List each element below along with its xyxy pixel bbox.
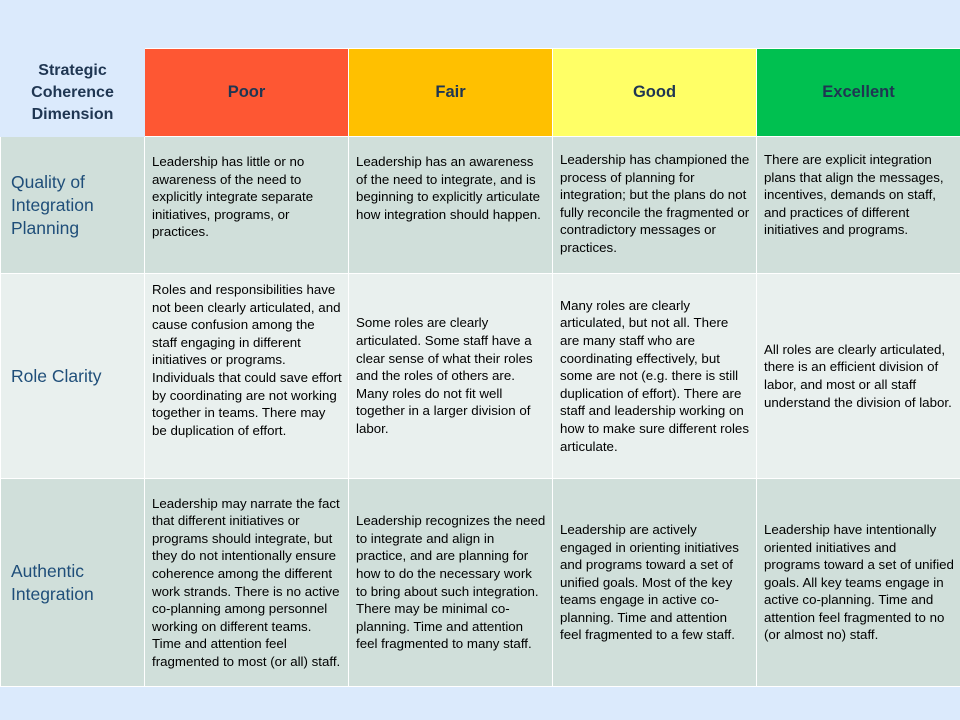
header-excellent: Excellent <box>756 48 960 137</box>
row-label: Quality of Integration Planning <box>0 136 145 274</box>
row-label: Role Clarity <box>0 273 145 479</box>
header-poor: Poor <box>144 48 349 137</box>
row-role-clarity: Role Clarity Roles and responsibilities … <box>0 273 960 479</box>
row-quality-of-integration-planning: Quality of Integration Planning Leadersh… <box>0 136 960 274</box>
cell-excellent: There are explicit integration plans tha… <box>756 136 960 274</box>
cell-fair: Leadership has an awareness of the need … <box>348 136 553 274</box>
cell-good: Many roles are clearly articulated, but … <box>552 273 757 479</box>
cell-good: Leadership are actively engaged in orien… <box>552 478 757 687</box>
cell-good: Leadership has championed the process of… <box>552 136 757 274</box>
cell-fair: Some roles are clearly articulated. Some… <box>348 273 553 479</box>
cell-poor: Leadership has little or no awareness of… <box>144 136 349 274</box>
row-label: Authentic Integration <box>0 478 145 687</box>
header-fair: Fair <box>348 48 553 137</box>
row-authentic-integration: Authentic Integration Leadership may nar… <box>0 478 960 687</box>
cell-poor: Roles and responsibilities have not been… <box>144 273 349 479</box>
cell-poor: Leadership may narrate the fact that dif… <box>144 478 349 687</box>
cell-excellent: Leadership have intentionally oriented i… <box>756 478 960 687</box>
header-dimension: Strategic Coherence Dimension <box>0 48 145 137</box>
strategic-coherence-rubric-table: Strategic Coherence Dimension Poor Fair … <box>0 48 960 687</box>
header-row: Strategic Coherence Dimension Poor Fair … <box>0 48 960 137</box>
cell-fair: Leadership recognizes the need to integr… <box>348 478 553 687</box>
header-good: Good <box>552 48 757 137</box>
cell-excellent: All roles are clearly articulated, there… <box>756 273 960 479</box>
